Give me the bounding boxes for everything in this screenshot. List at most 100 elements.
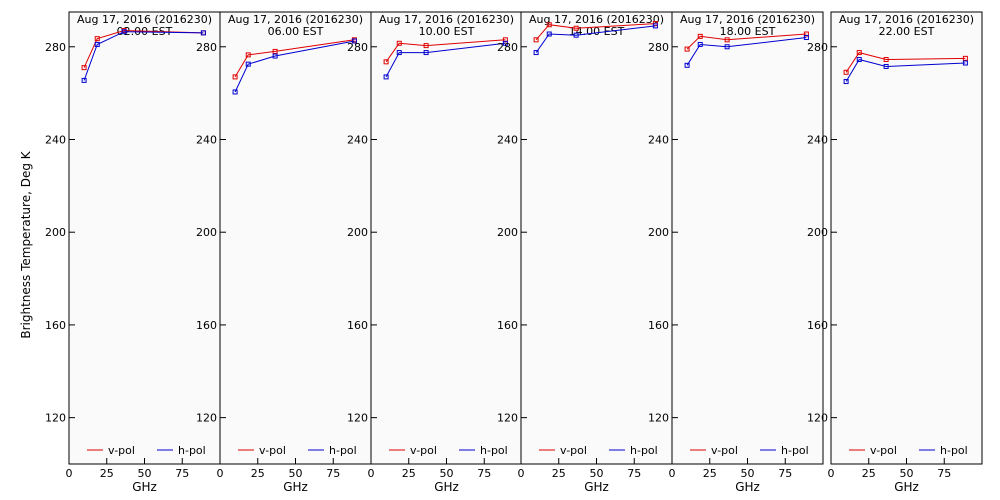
v-pol-series-line	[234, 39, 355, 78]
x-tick-label: 50	[900, 467, 914, 480]
x-tick-label: 0	[368, 467, 375, 480]
h-pol-series-line	[234, 40, 355, 93]
y-tick-label: 200	[497, 226, 518, 239]
h-pol-point	[502, 40, 508, 46]
y-tick-label: 120	[497, 412, 518, 425]
v-pol-point	[81, 65, 87, 71]
legend-v-pol-label: v-pol	[711, 444, 738, 457]
v-pol-point	[94, 36, 100, 42]
v-pol-point	[684, 46, 690, 52]
x-axis-label: GHz	[434, 480, 459, 494]
x-tick-label: 0	[217, 467, 224, 480]
panel-title: Aug 17, 2016 (2016230)	[228, 13, 363, 26]
h-pol-point	[684, 62, 690, 68]
x-tick-label: 0	[828, 467, 835, 480]
legend-h-pol-label: h-pol	[781, 444, 809, 457]
x-tick-label: 0	[518, 467, 525, 480]
x-tick-label: 50	[138, 467, 152, 480]
v-pol-point	[232, 74, 238, 80]
v-pol-point	[396, 40, 402, 46]
panel-title: Aug 17, 2016 (2016230)	[77, 13, 212, 26]
figure-y-axis-label: Brightness Temperature, Deg K	[19, 150, 33, 338]
v-pol-series-line	[385, 39, 506, 63]
x-tick-label: 25	[402, 467, 416, 480]
x-tick-label: 25	[100, 467, 114, 480]
x-tick-label: 25	[703, 467, 717, 480]
y-tick-label: 240	[347, 133, 368, 146]
panel-6: 120 160 200 240 280 0 25 50 75 Aug 17, 2016 (2016…	[807, 11, 983, 494]
y-tick-label: 160	[347, 319, 368, 332]
panel-3: 120 160 200 240 280 0 25 50 75 Aug 17, 2016 (2016…	[347, 11, 523, 494]
h-pol-point	[81, 77, 87, 83]
x-axis-label: GHz	[894, 480, 919, 494]
x-axis-label: GHz	[584, 480, 609, 494]
v-pol-point	[423, 43, 429, 49]
panel-5: 120 160 200 240 280 0 25 50 75 Aug 17, 2016 (2016…	[648, 11, 824, 494]
h-pol-point	[573, 32, 579, 38]
y-tick-label: 160	[807, 319, 828, 332]
panel-2: 120 160 200 240 280 0 25 50 75 Aug 17, 2016 (2016…	[196, 11, 372, 494]
h-pol-point	[351, 38, 357, 44]
x-tick-label: 75	[477, 467, 491, 480]
panel-subtitle: 10.00 EST	[419, 25, 475, 38]
h-pol-point	[533, 50, 539, 56]
y-tick-label: 280	[196, 41, 217, 54]
y-tick-label: 120	[196, 412, 217, 425]
v-pol-point	[245, 52, 251, 58]
x-tick-label: 25	[251, 467, 265, 480]
h-pol-point	[697, 41, 703, 47]
h-pol-point	[856, 57, 862, 63]
x-tick-label: 75	[627, 467, 641, 480]
v-pol-point	[803, 31, 809, 37]
x-tick-label: 25	[552, 467, 566, 480]
y-tick-label: 200	[45, 226, 66, 239]
panel-title: Aug 17, 2016 (2016230)	[529, 13, 664, 26]
y-tick-label: 160	[45, 319, 66, 332]
legend-v-pol-label: v-pol	[108, 444, 135, 457]
legend-v-pol-label: v-pol	[259, 444, 286, 457]
y-tick-label: 200	[648, 226, 669, 239]
v-pol-series-line	[535, 23, 656, 41]
x-axis-label: GHz	[132, 480, 157, 494]
x-tick-label: 75	[778, 467, 792, 480]
h-pol-series-line	[535, 25, 656, 53]
legend-v-pol-label: v-pol	[560, 444, 587, 457]
v-pol-point	[962, 55, 968, 61]
h-pol-series-line	[686, 37, 807, 66]
x-tick-label: 75	[175, 467, 189, 480]
v-pol-point	[856, 50, 862, 56]
h-pol-point	[724, 44, 730, 50]
v-pol-point	[272, 48, 278, 54]
v-pol-point	[843, 69, 849, 75]
h-pol-point	[383, 74, 389, 80]
v-pol-series-line	[83, 29, 204, 68]
v-pol-point	[533, 37, 539, 43]
y-tick-label: 120	[648, 412, 669, 425]
y-tick-label: 160	[648, 319, 669, 332]
h-pol-point	[423, 50, 429, 56]
h-pol-point	[883, 63, 889, 69]
h-pol-point	[396, 50, 402, 56]
h-pol-point	[232, 89, 238, 95]
h-pol-point	[272, 53, 278, 59]
x-tick-label: 75	[326, 467, 340, 480]
panel-title: Aug 17, 2016 (2016230)	[839, 13, 974, 26]
x-tick-label: 50	[741, 467, 755, 480]
x-tick-label: 50	[590, 467, 604, 480]
panel-frame	[68, 11, 221, 465]
y-tick-label: 280	[347, 41, 368, 54]
y-tick-label: 280	[807, 41, 828, 54]
y-tick-label: 280	[45, 41, 66, 54]
legend-h-pol-label: h-pol	[480, 444, 508, 457]
panel-subtitle: 18.00 EST	[720, 25, 776, 38]
y-tick-label: 120	[807, 412, 828, 425]
legend-h-pol-label: h-pol	[178, 444, 206, 457]
panel-1: 120 160 200 240 280 0 25 50 75 Aug 17, 2016 (2016…	[45, 11, 221, 494]
v-pol-point	[883, 57, 889, 63]
v-pol-point	[573, 25, 579, 31]
h-pol-point	[200, 30, 206, 36]
x-axis-label: GHz	[735, 480, 760, 494]
panel-title: Aug 17, 2016 (2016230)	[379, 13, 514, 26]
y-tick-label: 280	[648, 41, 669, 54]
